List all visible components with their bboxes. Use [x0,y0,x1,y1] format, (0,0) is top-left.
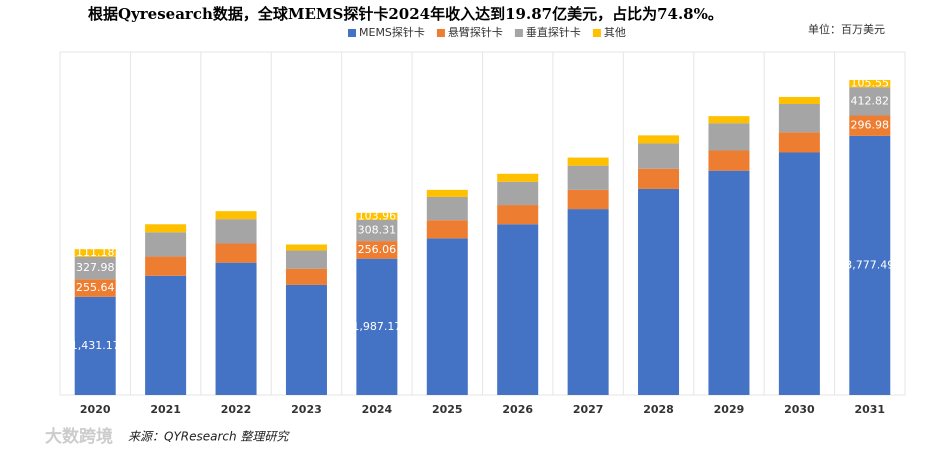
bar-segment [426,238,468,395]
bar-segment [356,241,398,259]
x-tick-label: 2025 [432,403,463,416]
bar-segment [708,123,750,151]
bar-segment [849,79,891,88]
bar-segment [567,209,609,395]
bar-segment [778,132,820,153]
legend-swatch [348,29,356,37]
value-label: 256.06 [358,243,397,256]
value-label: 111.18 [76,246,115,259]
bar-segment [74,279,116,297]
bar-segment [215,262,257,395]
x-tick-label: 2021 [150,403,181,416]
value-label: 327.98 [76,261,115,274]
bar-segment [708,170,750,395]
x-tick-label: 2020 [80,403,111,416]
bar-segment [215,211,257,220]
bar-segment [638,143,680,169]
bar-segment [778,152,820,395]
bar-segment [497,181,539,206]
legend-swatch [592,29,601,37]
bar-segment [285,268,327,285]
bar-segment [285,284,327,395]
bar-segment [356,219,398,242]
bar-segment [708,150,750,171]
value-label: 308.31 [358,224,397,237]
bar-segment [849,135,891,395]
x-tick-label: 2029 [714,403,745,416]
x-tick-label: 2031 [854,403,885,416]
bar-segment [638,135,680,144]
x-tick-label: 2024 [362,403,393,416]
value-label: 1,987.17 [352,320,401,333]
bar-segment [426,196,468,221]
value-label: 3,777.49 [845,258,894,271]
bar-segment [74,296,116,395]
source: 来源：QYResearch 整理研究 [128,430,290,444]
bar-segment [497,205,539,225]
x-tick-label: 2022 [221,403,252,416]
value-label: 105.55 [851,77,890,90]
legend-label: 其他 [604,26,626,39]
bar-segment [778,96,820,104]
value-label: 412.82 [851,94,890,107]
bar-segment [356,212,398,220]
legend-label: MEMS探针卡 [359,25,425,39]
bar-segment [145,275,187,395]
bar-segment [285,244,327,251]
bar-segment [778,103,820,133]
legend-swatch [436,29,445,37]
x-tick-label: 2026 [502,403,533,416]
legend-label: 悬臂探针卡 [448,25,503,39]
bar-segment [356,258,398,395]
bar-segment [145,232,187,257]
bar-segment [638,188,680,395]
bar-segment [849,115,891,136]
bar-segment [426,189,468,197]
bar-segment [215,219,257,244]
bar-segment [638,168,680,189]
value-label: 255.64 [76,281,115,294]
bar-segment [567,157,609,166]
bar-segment [145,224,187,233]
value-label: 296.98 [851,119,890,132]
bar-segment [74,256,116,280]
bar-segment [426,220,468,239]
bar-segment [497,224,539,395]
bar-segment [708,116,750,124]
bar-segment [497,173,539,182]
bar-segment [567,189,609,210]
value-label: 1,431.17 [71,339,120,352]
bar-segment [849,87,891,116]
chart-title: 根据Qyresearch数据，全球MEMS探针卡2024年收入达到19.87亿美… [88,5,723,23]
bar-segment [285,250,327,269]
bar-segment [145,256,187,276]
bar-segment [74,249,116,257]
legend-label: 垂直探针卡 [526,25,581,39]
x-tick-label: 2028 [643,403,674,416]
bar-segment [567,165,609,190]
unit-note: 单位：百万美元 [808,22,885,36]
value-label: 103.96 [358,209,397,222]
x-tick-label: 2030 [784,403,815,416]
bar-segment [215,243,257,263]
legend-swatch [514,29,523,37]
x-tick-label: 2027 [573,403,604,416]
watermark: 大数跨境 [45,426,113,447]
x-tick-label: 2023 [291,403,322,416]
